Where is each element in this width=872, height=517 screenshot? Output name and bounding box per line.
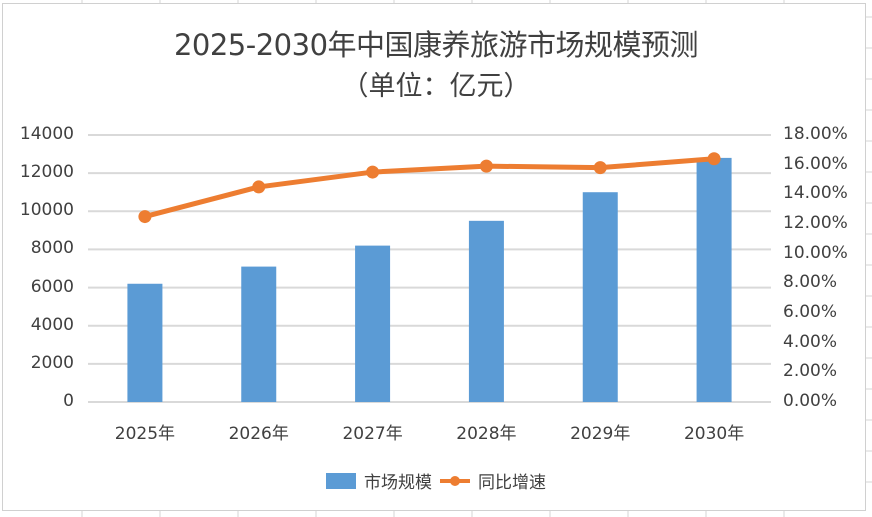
line-point-2027年[interactable] [366,165,380,179]
legend-item-growth-rate[interactable]: 同比增速 [440,468,546,493]
bar-2025年[interactable] [127,283,163,402]
bar-swatch-icon [326,472,356,489]
left-axis-tick: 4000 [30,314,74,335]
line-marker-swatch-icon [440,475,470,486]
category-axis-tick: 2026年 [228,424,289,444]
chart-subtitle: （单位：亿元） [341,71,531,102]
line-point-2026年[interactable] [252,180,266,194]
category-axis-tick: 2028年 [456,424,517,444]
bar-series [127,157,732,402]
legend-item-market-size[interactable]: 市场规模 [326,468,432,493]
category-axis-tick: 2025年 [114,424,176,444]
legend-label: 同比增速 [478,473,546,493]
left-axis-tick: 8000 [30,238,74,259]
line-point-2025年[interactable] [138,210,152,224]
right-axis-tick: 12.00% [783,213,848,233]
right-axis-tick: 4.00% [783,331,838,352]
bar-2028年[interactable] [468,220,504,402]
right-axis-tick: 2.00% [783,361,838,382]
left-axis-tick: 10000 [19,200,74,221]
right-axis-tick: 14.00% [783,183,848,204]
bar-2026年[interactable] [241,266,277,402]
category-axis-tick: 2029年 [570,424,631,444]
right-axis-tick: 16.00% [783,153,848,174]
bar-2030年[interactable] [696,157,732,402]
left-axis-tick: 12000 [19,162,74,183]
line-point-2030年[interactable] [707,152,721,166]
left-axis-tick: 14000 [19,124,74,144]
gridlines [88,134,771,403]
category-axis-tick: 2027年 [342,424,403,444]
left-axis-tick: 0 [63,391,74,411]
legend-label: 市场规模 [364,473,432,493]
legend: 市场规模 同比增速 [0,468,872,493]
right-axis-tick: 0.00% [783,391,838,411]
left-axis-tick: 2000 [30,352,74,373]
right-axis-tick: 8.00% [783,272,838,293]
bar-2029年[interactable] [582,192,618,402]
bar-2027年[interactable] [355,245,391,402]
left-axis-tick: 6000 [30,276,74,297]
right-axis-tick: 6.00% [783,302,838,322]
right-axis-tick: 10.00% [783,242,848,263]
line-series [138,152,721,224]
line-point-2028年[interactable] [479,159,493,173]
right-axis-tick: 18.00% [783,124,848,144]
category-axis-tick: 2030年 [683,424,745,444]
chart-title: 2025-2030年中国康养旅游市场规模预测 [173,28,699,62]
line-point-2029年[interactable] [593,161,607,175]
